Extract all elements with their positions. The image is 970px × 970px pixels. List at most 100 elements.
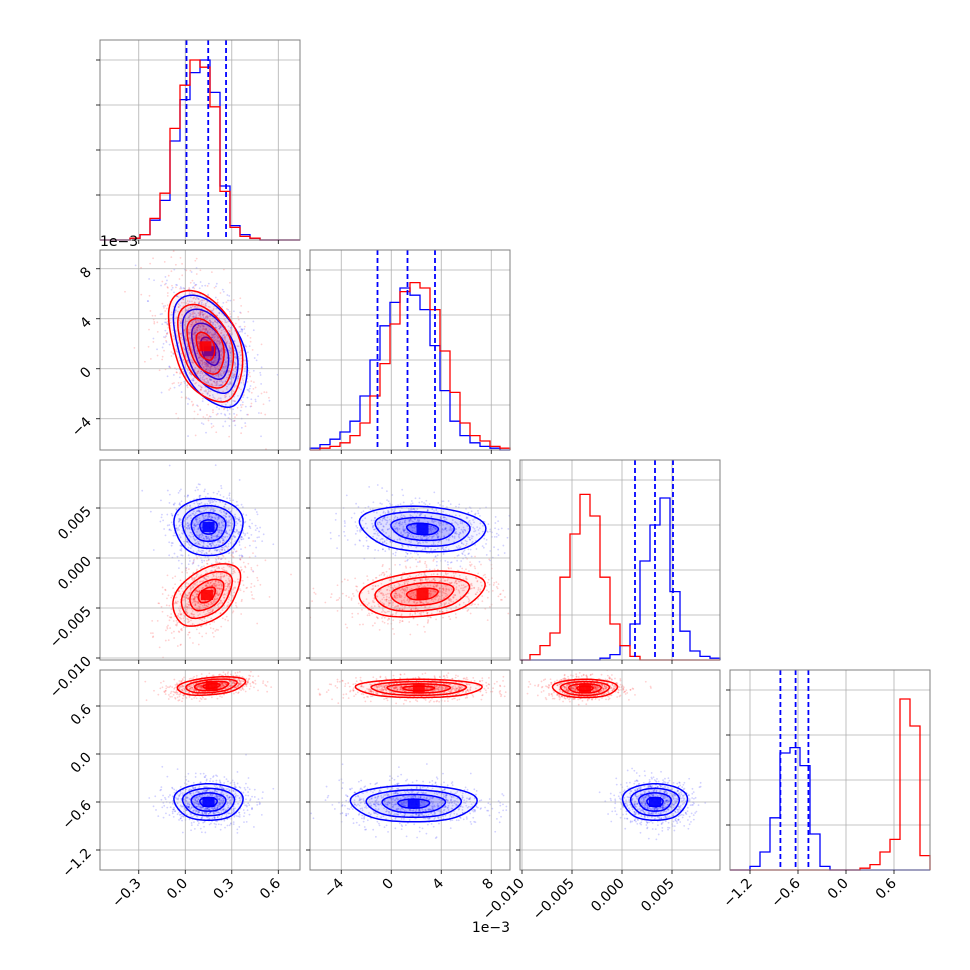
scatter-point-blue [191, 349, 194, 352]
scatter-point-red [238, 587, 241, 590]
scatter-point-blue [168, 343, 171, 346]
scatter-point-red [185, 339, 188, 342]
scatter-point-blue [192, 550, 195, 553]
scatter-point-red [313, 591, 316, 594]
scatter-point-blue [219, 529, 221, 532]
scatter-point-red [153, 321, 156, 323]
scatter-point-red [208, 378, 211, 381]
scatter-point-blue [215, 334, 218, 337]
scatter-point-red [477, 598, 480, 600]
scatter-point-red [187, 332, 190, 335]
scatter-point-blue [188, 352, 190, 354]
scatter-point-red [383, 621, 386, 624]
scatter-point-blue [193, 337, 196, 339]
scatter-point-red [166, 304, 169, 307]
scatter-point-red [164, 589, 167, 592]
scatter-point-blue [222, 539, 224, 542]
scatter-point-red [218, 327, 221, 330]
scatter-point-blue [189, 514, 192, 517]
scatter-point-blue [189, 531, 192, 534]
scatter-point-red [242, 379, 245, 382]
scatter-point-red [205, 584, 208, 587]
scatter-point-blue [210, 379, 213, 381]
scatter-point-red [220, 590, 223, 593]
scatter-point-red [217, 374, 220, 377]
scatter-point-red [448, 567, 450, 570]
scatter-point-blue [218, 311, 221, 314]
scatter-point-red [195, 331, 198, 334]
scatter-point-blue [439, 504, 442, 506]
scatter-point-blue [216, 340, 219, 343]
scatter-point-blue [196, 523, 199, 526]
scatter-point-blue [217, 325, 220, 328]
scatter-point-red [202, 416, 205, 418]
scatter-point-blue [237, 518, 240, 521]
scatter-point-red [226, 583, 229, 586]
scatter-point-blue [218, 523, 220, 526]
scatter-point-red [227, 560, 230, 563]
scatter-point-red [216, 298, 219, 301]
scatter-point-red [203, 299, 206, 301]
scatter-point-blue [204, 535, 207, 538]
scatter-point-blue [205, 535, 208, 538]
scatter-point-red [240, 566, 242, 569]
scatter-point-red [207, 365, 210, 368]
scatter-point-blue [207, 558, 210, 561]
scatter-point-blue [234, 540, 237, 543]
scatter-point-blue [188, 526, 191, 529]
scatter-point-blue [236, 517, 239, 520]
scatter-point-red [356, 590, 359, 593]
scatter-point-red [208, 550, 210, 553]
scatter-point-blue [192, 526, 194, 529]
scatter-point-blue [210, 517, 212, 520]
scatter-point-blue [173, 268, 176, 271]
scatter-point-blue [355, 525, 358, 527]
scatter-point-red [193, 301, 196, 304]
scatter-point-red [151, 314, 154, 317]
scatter-point-blue [233, 419, 236, 422]
scatter-point-blue [260, 383, 263, 385]
scatter-point-red [210, 271, 213, 274]
scatter-point-blue [195, 321, 197, 324]
scatter-point-red [205, 575, 208, 578]
scatter-point-blue [365, 539, 368, 542]
scatter-point-blue [222, 524, 225, 527]
scatter-point-blue [208, 543, 211, 546]
scatter-point-blue [210, 545, 212, 547]
scatter-point-blue [189, 372, 192, 375]
scatter-point-blue [213, 365, 216, 368]
scatter-point-blue [201, 526, 203, 529]
scatter-point-red [170, 616, 173, 619]
scatter-point-blue [206, 315, 208, 318]
scatter-point-blue [216, 549, 218, 552]
scatter-point-red [252, 552, 254, 555]
scatter-point-red [220, 576, 223, 579]
scatter-point-blue [205, 537, 208, 540]
scatter-point-red [188, 620, 190, 623]
scatter-point-blue [194, 542, 196, 545]
scatter-point-red [163, 349, 165, 352]
scatter-point-red [177, 590, 180, 593]
scatter-point-blue [206, 331, 209, 333]
scatter-point-blue [202, 516, 205, 519]
scatter-point-blue [198, 542, 200, 545]
scatter-point-red [217, 372, 220, 375]
scatter-point-blue [216, 380, 219, 383]
scatter-point-red [215, 587, 218, 590]
scatter-point-red [212, 409, 214, 411]
scatter-point-blue [214, 326, 217, 329]
scatter-point-blue [229, 511, 232, 513]
scatter-point-red [228, 579, 230, 582]
scatter-point-blue [212, 508, 215, 511]
scatter-point-red [211, 334, 213, 337]
scatter-point-red [226, 564, 229, 567]
scatter-point-blue [208, 394, 211, 397]
scatter-point-red [260, 392, 263, 395]
scatter-point-blue [201, 514, 204, 517]
scatter-point-blue [201, 313, 204, 316]
scatter-point-red [489, 606, 491, 608]
scatter-point-blue [206, 556, 209, 559]
scatter-point-blue [234, 424, 237, 427]
scatter-point-blue [188, 544, 191, 547]
scatter-point-blue [221, 548, 223, 551]
